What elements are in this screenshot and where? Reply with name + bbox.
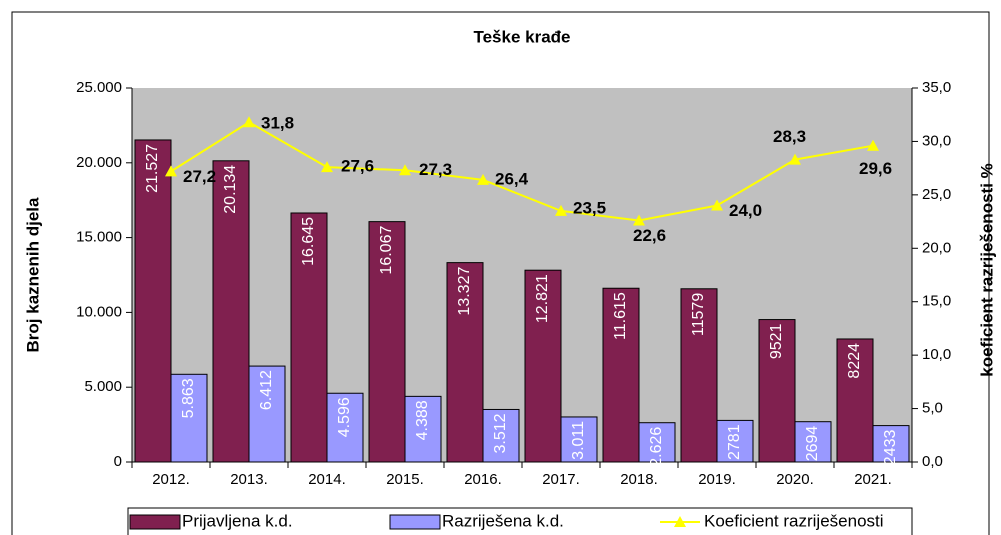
legend-swatch-marker	[674, 516, 686, 527]
legend-label: Razriješena k.d.	[442, 511, 564, 530]
y2-tick-label: 25,0	[922, 186, 951, 203]
bar-value-label: 8224	[846, 343, 863, 379]
line-marker	[399, 164, 411, 176]
line-marker	[789, 153, 801, 165]
bar	[602, 287, 640, 463]
line-value-label: 22,6	[633, 226, 666, 245]
bar	[290, 212, 328, 463]
x-tick-label: 2015.	[386, 471, 424, 488]
bar	[134, 139, 172, 463]
line-value-label: 31,8	[261, 114, 294, 133]
bar	[404, 395, 442, 463]
bar-value-label: 2433	[882, 430, 899, 466]
y-axis-label: Broj kaznenih djela	[23, 197, 42, 352]
line-marker	[555, 204, 567, 216]
legend	[127, 507, 913, 535]
bar-value-label: 13.327	[456, 267, 473, 316]
line-value-label: 28,3	[773, 127, 806, 146]
line-value-label: 27,2	[183, 167, 216, 186]
x-tick-label: 2020.	[776, 471, 814, 488]
line-marker	[867, 139, 879, 151]
bar	[680, 288, 718, 463]
x-tick-label: 2016.	[464, 471, 502, 488]
bar-value-label: 2694	[804, 426, 821, 462]
bar	[368, 221, 406, 463]
line-marker	[711, 199, 723, 211]
y2-tick-label: 35,0	[922, 79, 951, 96]
x-tick-label: 2014.	[308, 471, 346, 488]
line-value-label: 27,3	[419, 160, 452, 179]
y2-axis-label: koeficient razriješenosti %	[977, 163, 996, 377]
line-value-label: 26,4	[495, 169, 529, 188]
bar	[758, 319, 796, 463]
legend-label: Prijavljena k.d.	[182, 511, 293, 530]
x-tick-label: 2012.	[152, 471, 190, 488]
x-tick-label: 2021.	[854, 471, 892, 488]
bar-value-label: 5.863	[180, 378, 197, 418]
bar	[446, 262, 484, 463]
bar-value-label: 6.412	[258, 370, 275, 410]
y-tick-label: 0	[114, 453, 122, 470]
y2-tick-label: 10,0	[922, 346, 951, 363]
x-tick-label: 2013.	[230, 471, 268, 488]
y-tick-label: 5.000	[84, 378, 122, 395]
x-tick-label: 2017.	[542, 471, 580, 488]
bar-value-label: 21.527	[144, 144, 161, 193]
line-value-label: 24,0	[729, 201, 762, 220]
y2-tick-label: 30,0	[922, 132, 951, 149]
line-marker	[477, 173, 489, 185]
line-value-label: 27,6	[341, 157, 374, 176]
bar	[716, 419, 754, 463]
legend-swatch	[129, 514, 181, 530]
y-tick-label: 20.000	[76, 154, 122, 171]
bar	[836, 338, 874, 463]
y-tick-label: 10.000	[76, 303, 122, 320]
legend-swatch	[389, 514, 441, 530]
bar	[326, 392, 364, 463]
x-tick-label: 2019.	[698, 471, 736, 488]
bar-value-label: 3.512	[492, 413, 509, 453]
bar-value-label: 11.615	[612, 292, 629, 340]
bar-value-label: 3.011	[570, 421, 587, 460]
bar	[524, 269, 562, 463]
bar	[872, 425, 910, 463]
y2-tick-label: 15,0	[922, 293, 951, 310]
y2-tick-label: 5,0	[922, 400, 943, 417]
legend-label: Koeficient razriješenosti	[704, 511, 884, 530]
bar	[482, 408, 520, 463]
line-value-label: 23,5	[573, 198, 606, 217]
y2-tick-label: 20,0	[922, 239, 951, 256]
bar-value-label: 16.645	[300, 217, 317, 266]
bar-value-label: 4.596	[336, 397, 353, 437]
bar	[794, 421, 832, 463]
bar	[638, 422, 676, 463]
line-value-label: 29,6	[859, 159, 892, 178]
line	[170, 121, 874, 222]
line-marker	[633, 214, 645, 226]
y-tick-label: 15.000	[76, 229, 122, 246]
bar	[248, 365, 286, 463]
bar-value-label: 2.626	[648, 427, 665, 467]
bar-value-label: 4.388	[414, 400, 431, 440]
bar-value-label: 16.067	[378, 226, 395, 275]
bar-value-label: 20.134	[222, 165, 239, 214]
line-marker	[321, 161, 333, 173]
line-marker	[243, 116, 255, 128]
bar	[560, 416, 598, 463]
bar-value-label: 12.821	[534, 274, 551, 323]
chart-title: Teške krađe	[473, 27, 570, 46]
bar-value-label: 9521	[768, 323, 785, 359]
bar-value-label: 11579	[690, 293, 707, 336]
y2-tick-label: 0,0	[922, 453, 943, 470]
bar	[212, 160, 250, 463]
bar-value-label: 2781	[726, 424, 743, 460]
x-tick-label: 2018.	[620, 471, 658, 488]
y-tick-label: 25.000	[76, 79, 122, 96]
line-marker	[165, 165, 177, 177]
bar	[170, 373, 208, 463]
